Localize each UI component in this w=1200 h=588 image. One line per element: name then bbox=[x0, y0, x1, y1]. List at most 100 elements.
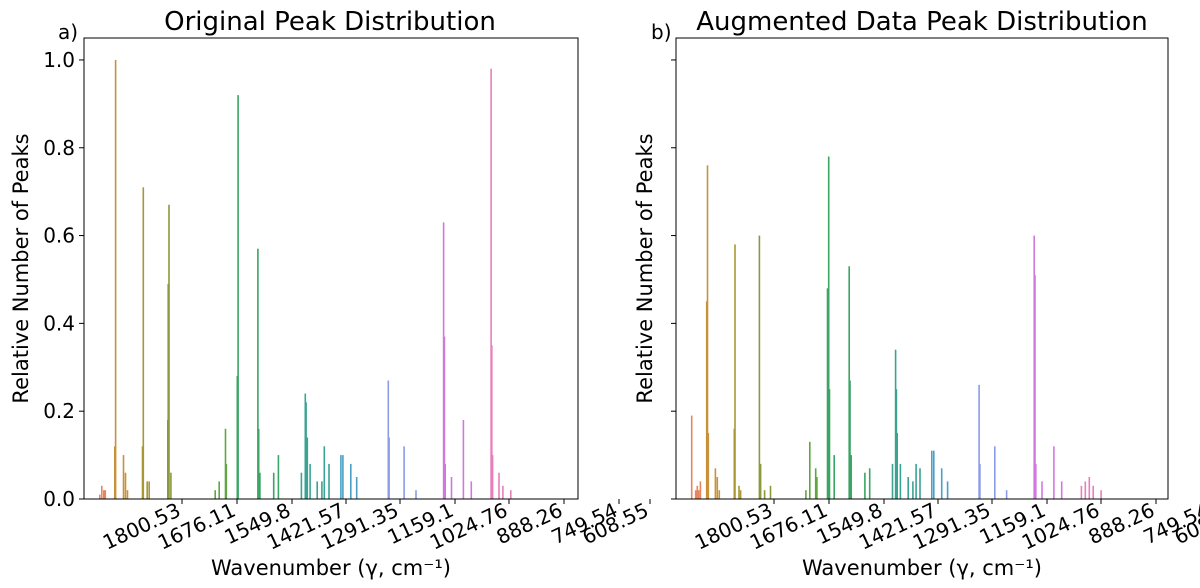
bar bbox=[502, 485, 504, 499]
bar bbox=[1035, 463, 1037, 499]
bar bbox=[388, 437, 390, 499]
bar bbox=[1034, 275, 1036, 499]
bar bbox=[814, 468, 817, 499]
bar bbox=[698, 490, 700, 499]
bar bbox=[1080, 485, 1083, 499]
bar bbox=[716, 477, 719, 499]
bar bbox=[738, 485, 740, 499]
bar bbox=[104, 490, 107, 499]
bar bbox=[323, 446, 326, 499]
bar bbox=[101, 485, 103, 499]
bar bbox=[403, 446, 405, 499]
bar bbox=[415, 490, 417, 499]
bar bbox=[122, 455, 125, 499]
bar bbox=[148, 481, 150, 499]
bar bbox=[1060, 481, 1063, 499]
bar bbox=[868, 468, 871, 499]
bar bbox=[694, 490, 697, 499]
bar bbox=[849, 380, 851, 499]
bar bbox=[510, 490, 512, 499]
bar bbox=[491, 345, 493, 499]
bar bbox=[896, 433, 898, 499]
bar bbox=[706, 165, 709, 500]
bar bbox=[237, 95, 239, 499]
bar bbox=[919, 468, 921, 499]
y-tick-label: 0.6 bbox=[43, 224, 75, 248]
bar bbox=[450, 477, 453, 499]
bar bbox=[257, 248, 259, 499]
bar bbox=[277, 455, 280, 499]
bar bbox=[769, 485, 772, 499]
bar bbox=[1084, 481, 1087, 499]
y-tick-label: 0.2 bbox=[43, 399, 75, 423]
bar bbox=[218, 481, 220, 499]
bar bbox=[300, 472, 303, 499]
bar bbox=[470, 481, 473, 499]
bar bbox=[933, 450, 935, 499]
bar bbox=[912, 481, 914, 499]
bar bbox=[758, 235, 761, 499]
panel-label: b) bbox=[651, 20, 672, 44]
bar bbox=[355, 477, 358, 499]
bar bbox=[443, 336, 446, 499]
bar bbox=[490, 68, 492, 499]
bar bbox=[328, 463, 330, 499]
chart-title: Original Peak Distribution bbox=[164, 7, 496, 37]
bar bbox=[340, 455, 342, 499]
bar bbox=[170, 472, 172, 499]
panel-label: a) bbox=[58, 20, 78, 44]
bar bbox=[1088, 477, 1091, 499]
bar bbox=[864, 472, 866, 499]
bar bbox=[850, 455, 852, 499]
bar bbox=[225, 463, 228, 499]
bar bbox=[940, 468, 943, 499]
bar bbox=[146, 481, 148, 499]
bar bbox=[306, 437, 309, 499]
plot-frame bbox=[83, 37, 579, 500]
chart-panel-1: 0.00.20.40.60.81.01800.531676.111549.814… bbox=[9, 7, 652, 580]
bar bbox=[491, 455, 494, 499]
bar bbox=[891, 463, 894, 499]
bar bbox=[257, 428, 260, 499]
bar bbox=[895, 389, 898, 499]
bar bbox=[915, 463, 917, 499]
bar bbox=[978, 384, 980, 499]
bar bbox=[759, 463, 762, 499]
bar bbox=[699, 481, 702, 499]
bar bbox=[690, 415, 693, 499]
bar bbox=[805, 490, 807, 499]
bar bbox=[272, 472, 275, 499]
bar bbox=[103, 490, 105, 499]
bar bbox=[126, 490, 129, 499]
bar bbox=[1053, 446, 1055, 499]
bar bbox=[309, 463, 311, 499]
bar bbox=[350, 463, 352, 499]
bar bbox=[316, 481, 318, 499]
bar bbox=[994, 446, 996, 499]
bar bbox=[979, 463, 981, 499]
bar bbox=[714, 468, 717, 499]
bar bbox=[1100, 490, 1102, 499]
bar bbox=[114, 60, 117, 499]
bar bbox=[1005, 490, 1008, 499]
y-tick-label: 0.0 bbox=[43, 487, 75, 511]
bar bbox=[907, 477, 909, 499]
bar bbox=[321, 481, 323, 499]
chart-title: Augmented Data Peak Distribution bbox=[696, 7, 1148, 37]
x-axis-label: Wavenumber (γ, cm⁻¹) bbox=[802, 556, 1042, 580]
bar bbox=[816, 477, 818, 499]
bar bbox=[826, 288, 829, 499]
bar bbox=[462, 420, 465, 499]
bar bbox=[827, 156, 830, 499]
bar bbox=[718, 490, 721, 499]
bar bbox=[734, 244, 736, 499]
bar bbox=[1092, 485, 1094, 499]
bar bbox=[828, 389, 831, 499]
bar bbox=[1041, 481, 1043, 499]
y-tick-label: 0.4 bbox=[43, 311, 75, 335]
plot-frame bbox=[675, 37, 1169, 500]
y-axis-label: Relative Number of Peaks bbox=[633, 133, 657, 403]
bar bbox=[305, 402, 307, 499]
x-tick-label: 608.55 bbox=[579, 498, 653, 549]
